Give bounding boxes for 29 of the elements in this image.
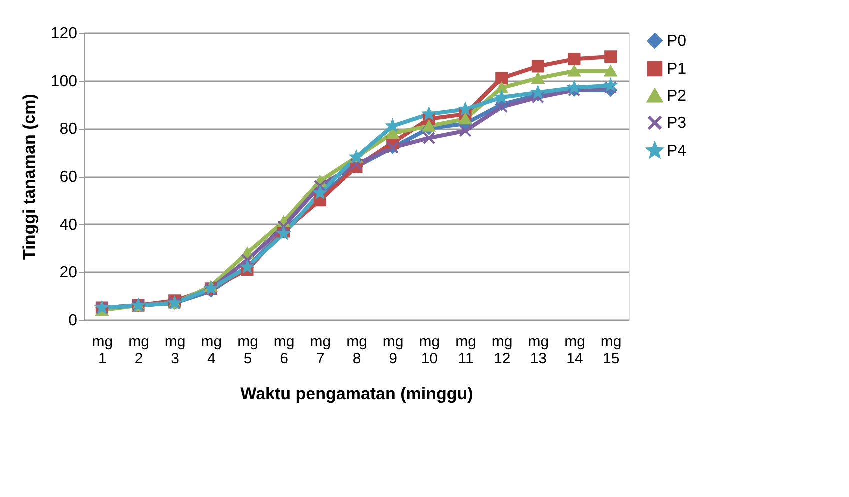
legend-label: P4 <box>667 143 687 160</box>
x-tick-label: mg 3 <box>164 334 186 368</box>
y-tick-label: 60 <box>60 169 78 186</box>
y-axis-title: Tinggi tanaman (cm) <box>20 94 39 260</box>
x-tick-label: mg 11 <box>456 334 476 368</box>
x-tick-label: mg 12 <box>492 334 513 368</box>
y-tick-label: 120 <box>50 26 78 42</box>
y-tick-label: 80 <box>60 121 78 138</box>
x-tick-label: mg 15 <box>600 334 622 368</box>
legend-label: P3 <box>667 115 687 132</box>
y-tick-label: 20 <box>60 264 78 282</box>
y-tick-label: 0 <box>68 312 78 330</box>
x-axis-title: Waktu pengamatan (minggu) <box>240 384 474 404</box>
x-tick-label: mg 7 <box>310 334 332 368</box>
x-tick-label: mg 8 <box>346 334 368 368</box>
y-tick-label: 40 <box>60 216 78 234</box>
x-tick-label: mg 2 <box>128 334 150 368</box>
x-tick-label: mg 6 <box>274 334 295 368</box>
x-tick-label: mg 5 <box>238 334 258 368</box>
y-tick-label: 100 <box>50 73 78 90</box>
x-tick-label: mg 10 <box>419 334 440 368</box>
legend-label: P1 <box>667 61 687 78</box>
x-tick-label: mg 14 <box>564 334 586 368</box>
x-tick-label: mg 4 <box>201 334 222 368</box>
legend-label: P2 <box>667 88 687 105</box>
x-tick-label: mg 9 <box>382 334 404 368</box>
x-tick-label: mg 1 <box>92 334 114 368</box>
legend-label: P0 <box>667 33 687 50</box>
x-tick-label: mg 13 <box>528 334 550 368</box>
